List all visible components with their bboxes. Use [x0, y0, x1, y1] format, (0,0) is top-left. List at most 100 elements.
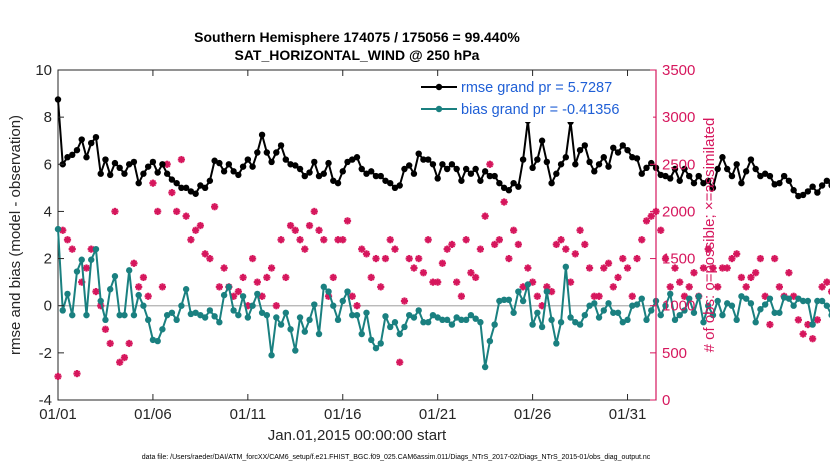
obs-count-point — [809, 335, 817, 343]
bias-point — [723, 300, 731, 307]
bias-point — [823, 302, 830, 309]
bias-point — [239, 293, 247, 300]
bias-point — [771, 309, 778, 316]
bias-point — [804, 297, 812, 305]
bias-point — [733, 316, 740, 324]
bias-point — [795, 295, 802, 302]
bias-point — [201, 314, 209, 321]
rmse-point — [325, 159, 332, 167]
obs-count-point — [505, 254, 513, 263]
obs-count-series — [54, 155, 830, 381]
rmse-point — [159, 161, 166, 168]
obs-count-point — [82, 264, 91, 272]
bias-point — [424, 319, 432, 326]
rmse-point — [97, 170, 104, 177]
obs-count-point — [419, 269, 428, 277]
rmse-point — [358, 165, 365, 173]
obs-count-point — [196, 221, 204, 230]
obs-count-point — [557, 236, 565, 244]
bias-point — [197, 311, 204, 319]
rmse-point — [776, 179, 783, 187]
data-file-footnote: data file: /Users/raeder/DAI/ATM_forcXX/… — [142, 454, 651, 461]
obs-count-point — [818, 283, 826, 291]
bias-point — [790, 302, 797, 309]
rmse-point — [420, 156, 427, 163]
obs-count-point — [315, 226, 323, 234]
x-tick-label: 01/26 — [514, 406, 552, 423]
rmse-point — [814, 189, 821, 196]
bias-point — [54, 225, 62, 233]
bias-point — [235, 311, 242, 319]
obs-count-point — [372, 254, 380, 263]
bias-point — [667, 290, 674, 298]
bias-point — [429, 311, 437, 319]
bias-point — [301, 328, 308, 335]
obs-count-point — [552, 240, 560, 249]
obs-count-point — [771, 254, 779, 263]
rmse-point — [671, 165, 679, 173]
obs-count-point — [267, 264, 276, 272]
rmse-point — [92, 133, 100, 141]
obs-count-point — [628, 292, 636, 300]
bias-point — [216, 319, 223, 326]
bias-point — [529, 321, 536, 328]
rmse-point — [818, 182, 826, 189]
obs-count-point — [386, 236, 394, 244]
rmse-point — [638, 170, 645, 177]
bias-point — [325, 288, 332, 295]
obs-count-point — [486, 160, 494, 168]
bias-point — [121, 311, 128, 319]
y2-tick-label: 3000 — [662, 109, 695, 126]
obs-count-point — [600, 264, 608, 272]
chart-axes: -4 -2 0 2 4 6 8 10 0 500 1000 1500 2000 2500 3000 3500 0… — [35, 62, 695, 423]
rmse-point — [387, 179, 394, 187]
obs-count-point — [239, 273, 247, 282]
legend-rmse-marker — [435, 83, 443, 91]
rmse-point — [216, 159, 223, 167]
rmse-point — [458, 177, 465, 184]
rmse-point — [705, 177, 712, 184]
bias-point — [339, 297, 346, 305]
bias-point — [64, 290, 71, 298]
rmse-point — [557, 161, 565, 168]
obs-count-point — [638, 236, 646, 244]
rmse-point — [448, 161, 456, 168]
bias-point — [586, 302, 593, 309]
bias-point — [268, 352, 275, 359]
chart-title: Southern Hemisphere 174075 / 175056 = 99… — [194, 29, 520, 45]
rmse-point — [178, 184, 185, 192]
obs-count-point — [296, 236, 304, 244]
bias-point — [144, 316, 152, 324]
y-tick-label: 10 — [35, 62, 52, 79]
bias-point — [296, 314, 304, 321]
obs-count-point — [448, 240, 456, 249]
rmse-point — [709, 184, 717, 192]
bias-point — [448, 321, 456, 328]
obs-count-point — [415, 254, 423, 263]
rmse-point — [64, 154, 71, 161]
rmse-point — [220, 168, 228, 175]
bias-point — [538, 323, 546, 331]
bias-point — [515, 288, 522, 295]
rmse-point — [88, 139, 95, 147]
obs-count-point — [614, 273, 622, 282]
rmse-point — [273, 149, 280, 156]
obs-count-point — [211, 203, 219, 211]
obs-count-point — [704, 245, 712, 253]
obs-count-point — [215, 283, 223, 291]
obs-count-point — [619, 254, 627, 263]
rmse-point — [254, 149, 261, 156]
rmse-point — [529, 164, 536, 172]
obs-count-point — [139, 273, 148, 282]
legend-bias-marker — [435, 105, 443, 113]
bias-point — [638, 295, 645, 302]
bias-point — [553, 340, 560, 347]
rmse-point — [619, 142, 626, 149]
rmse-point — [334, 179, 342, 187]
bias-point — [714, 297, 721, 305]
bias-point — [614, 309, 622, 316]
rmse-point — [149, 158, 157, 166]
obs-count-point — [510, 226, 518, 234]
obs-count-point — [590, 292, 598, 300]
